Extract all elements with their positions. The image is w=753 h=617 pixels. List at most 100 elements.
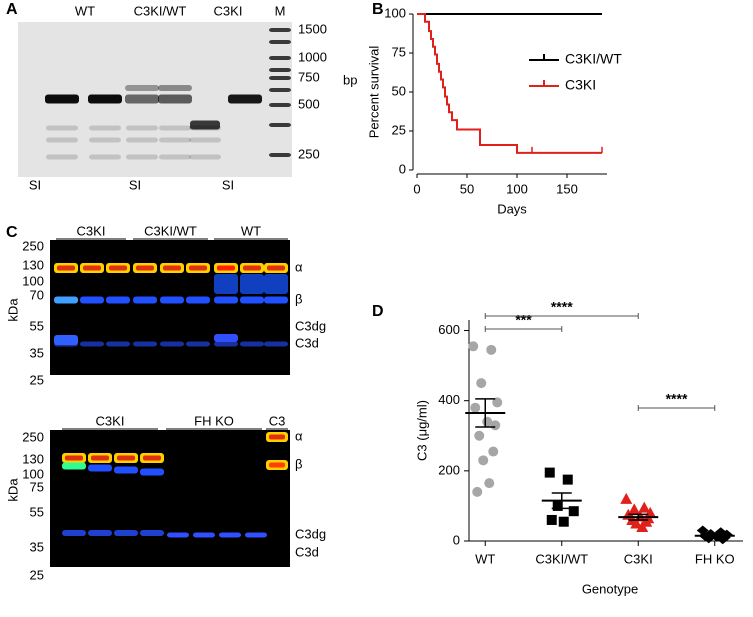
- ladder-label: 1000: [298, 49, 327, 64]
- blot-band: [193, 532, 215, 538]
- data-point: [544, 467, 555, 478]
- blot-band: [264, 296, 288, 304]
- gel-band: [158, 94, 192, 104]
- blot-band-core: [269, 434, 285, 440]
- ladder-label: 25: [30, 372, 44, 387]
- data-point: [484, 478, 495, 489]
- blot-image: [50, 240, 290, 375]
- ladder-label: 130: [22, 451, 44, 466]
- legend-label: C3KI: [565, 77, 596, 93]
- y-tick-label: 0: [453, 532, 460, 547]
- gel-band: [228, 94, 262, 104]
- blot-band: [167, 532, 189, 538]
- blot-band: [133, 296, 157, 304]
- x-axis-title: Days: [497, 201, 527, 216]
- blot-band: [214, 274, 238, 294]
- data-point: [634, 510, 647, 522]
- gel-band: [159, 125, 191, 131]
- data-point: [630, 517, 643, 529]
- data-point: [486, 344, 497, 355]
- gel-band: [159, 137, 191, 143]
- blot-band: [80, 296, 104, 304]
- ladder-label: 35: [30, 345, 44, 360]
- data-point: [620, 492, 633, 504]
- ladder-label: 1500: [298, 21, 327, 36]
- blot-band: [62, 530, 86, 536]
- band-label: α: [295, 428, 303, 443]
- data-point: [558, 516, 569, 527]
- blot-band-core: [136, 265, 154, 271]
- y-tick-label: 400: [438, 392, 460, 407]
- group-label: C3KI: [96, 413, 125, 428]
- sample-label: SI: [29, 177, 41, 192]
- data-point: [474, 430, 485, 441]
- group-label: WT: [241, 223, 261, 238]
- blot-band-core: [117, 455, 135, 461]
- data-point: [546, 514, 557, 525]
- ladder-label: 100: [22, 273, 44, 288]
- band-label: C3dg: [295, 526, 326, 541]
- unit-label: bp: [343, 72, 357, 87]
- sample-label: SI: [129, 177, 141, 192]
- gel-band: [46, 137, 78, 143]
- band-label: α: [295, 259, 303, 274]
- blot-band: [219, 532, 241, 538]
- significance-label: ****: [666, 391, 688, 407]
- ladder-label: 70: [30, 287, 44, 302]
- x-tick-label: FH KO: [695, 551, 735, 566]
- significance-label: ****: [551, 299, 573, 315]
- data-point: [628, 503, 641, 515]
- lane-label: C3KI/WT: [134, 3, 187, 18]
- blot-band: [140, 530, 164, 536]
- band-label: C3d: [295, 544, 319, 559]
- panel-label: B: [372, 1, 384, 18]
- gel-band: [269, 68, 291, 72]
- data-point: [568, 506, 579, 517]
- blot-band: [186, 296, 210, 304]
- ladder-label: 55: [30, 504, 44, 519]
- gel-band: [269, 153, 291, 157]
- blot-band: [114, 466, 138, 474]
- blot-band-core: [143, 455, 161, 461]
- ladder-label: 55: [30, 318, 44, 333]
- group-label: C3KI: [77, 223, 106, 238]
- blot-band-core: [83, 265, 101, 271]
- gel-band: [269, 88, 291, 92]
- gel-band: [269, 28, 291, 32]
- y-tick-label: 50: [392, 83, 406, 98]
- blot-band: [240, 274, 264, 294]
- survival-line: [417, 13, 602, 154]
- blot-band-core: [57, 265, 75, 271]
- blot-band-core: [243, 265, 261, 271]
- gel-band: [89, 125, 121, 131]
- blot-band: [62, 462, 86, 470]
- band-label: C3dg: [295, 318, 326, 333]
- band-label: β: [295, 291, 302, 306]
- gel-band: [126, 154, 158, 160]
- x-tick-label: WT: [475, 551, 495, 566]
- unit-label: kDa: [5, 478, 20, 502]
- blot-band: [140, 468, 164, 476]
- blot-band: [106, 296, 130, 304]
- blot-band: [186, 341, 210, 347]
- gel-band: [45, 94, 79, 104]
- group-label: C3: [269, 413, 286, 428]
- legend-label: C3KI/WT: [565, 51, 622, 67]
- blot-band: [160, 296, 184, 304]
- gel-band: [46, 125, 78, 131]
- y-axis-title: C3 (μg/ml): [414, 400, 429, 461]
- significance-label: ***: [515, 312, 532, 328]
- ladder-label: 750: [298, 69, 320, 84]
- blot-band: [214, 334, 238, 342]
- data-point: [492, 397, 503, 408]
- y-tick-label: 75: [392, 44, 406, 59]
- gel-band: [126, 137, 158, 143]
- gel-band: [89, 137, 121, 143]
- blot-band-core: [269, 462, 285, 468]
- x-tick-label: 100: [506, 181, 528, 196]
- sample-label: SI: [222, 177, 234, 192]
- blot-band-core: [91, 455, 109, 461]
- blot-band: [240, 296, 264, 304]
- blot-band: [264, 341, 288, 347]
